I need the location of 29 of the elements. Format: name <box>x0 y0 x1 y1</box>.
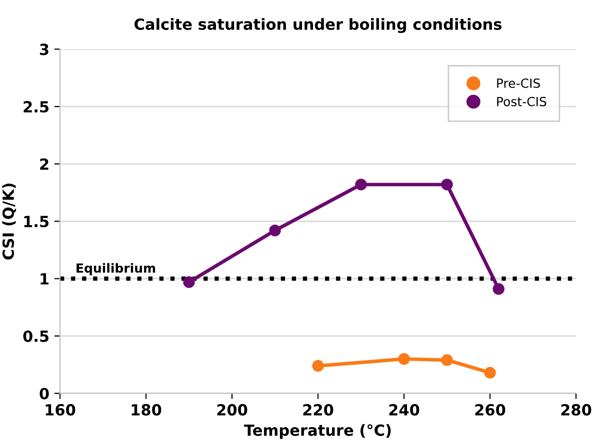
point <box>183 276 195 288</box>
legend-label: Post-CIS <box>497 96 546 106</box>
point <box>269 224 281 236</box>
ref-line-label: Equilibrium <box>76 263 156 276</box>
point <box>312 360 324 372</box>
x-tick-label: 180 <box>132 404 162 416</box>
point <box>441 354 453 366</box>
x-tick-label: 220 <box>303 404 334 416</box>
y-tick-label: 1 <box>40 273 49 284</box>
x-tick-label: 280 <box>561 404 592 416</box>
y-tick-label: 0 <box>40 388 49 400</box>
point <box>484 366 496 379</box>
point <box>441 178 453 190</box>
y-tick-label: 2 <box>40 158 48 170</box>
legend-label: Pre-CIS <box>497 78 540 88</box>
x-tick-label: 240 <box>389 404 420 416</box>
y-tick-label: 1.5 <box>24 216 49 228</box>
x-tick-label: 260 <box>475 404 506 416</box>
point <box>355 178 367 190</box>
y-tick-label: 0.5 <box>23 330 49 342</box>
point <box>398 353 410 365</box>
x-axis-title: Temperature (°C) <box>244 424 391 439</box>
point <box>492 283 504 295</box>
x-tick-label: 200 <box>217 404 248 416</box>
x-tick-label: 160 <box>46 404 76 416</box>
y-tick-label: 3 <box>40 44 48 56</box>
chart-title: Calcite saturation under boiling conditions <box>134 18 502 34</box>
y-tick-label: 2.5 <box>24 101 49 113</box>
y-axis-title: CSI (Q/K) <box>2 184 16 260</box>
